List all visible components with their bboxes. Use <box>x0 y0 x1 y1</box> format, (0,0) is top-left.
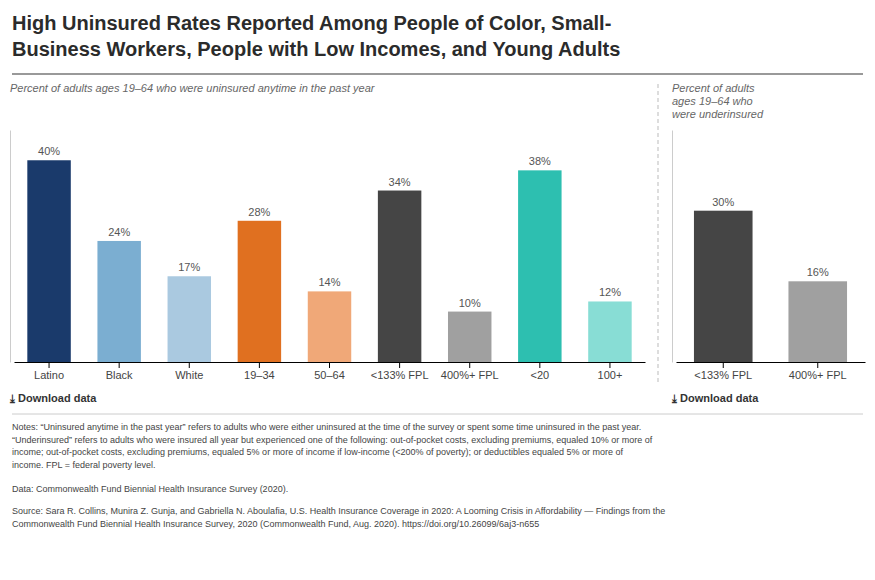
x-tick-mark <box>329 362 330 368</box>
data-label: 30% <box>712 196 734 208</box>
data-note: Data: Commonwealth Fund Biennial Health … <box>12 484 288 494</box>
download-label: ⤓ Download data <box>671 392 759 404</box>
bars <box>27 160 631 362</box>
bar <box>448 312 491 362</box>
bar <box>308 291 351 362</box>
x-tick: <133% FPL <box>694 362 752 381</box>
x-tick: <133% FPL <box>371 362 429 381</box>
title: High Uninsured Rates Reported Among Peop… <box>12 12 620 60</box>
x-tick-mark <box>49 362 50 368</box>
x-tick-mark <box>119 362 120 368</box>
x-tick-mark <box>259 362 260 368</box>
data-label: 34% <box>389 176 411 188</box>
x-tick-label: <133% FPL <box>694 369 752 381</box>
x-tick: 100+ <box>598 362 623 381</box>
bar <box>168 276 211 362</box>
y-axis <box>672 131 673 363</box>
x-axis-line <box>677 362 866 363</box>
x-axis: <133% FPL 400%+ FPL <box>677 362 866 381</box>
x-tick-mark <box>189 362 190 368</box>
bar <box>694 211 753 362</box>
notes: Notes: “Uninsured anytime in the past ye… <box>12 422 653 470</box>
x-tick-label: 400%+ FPL <box>789 369 847 381</box>
x-tick-label: <133% FPL <box>371 369 429 381</box>
data-label: 14% <box>318 276 340 288</box>
x-tick-label: <20 <box>530 369 549 381</box>
bar <box>788 281 847 362</box>
bars <box>694 211 847 362</box>
x-tick: 50–64 <box>314 362 345 381</box>
x-tick: 19–34 <box>244 362 275 381</box>
x-tick: Latino <box>34 362 64 381</box>
x-tick-mark <box>723 362 724 368</box>
x-tick: 400%+ FPL <box>789 362 847 381</box>
data-label: 17% <box>178 261 200 273</box>
subtitle: Percent of adultsages 19–64 whowere unde… <box>672 82 764 120</box>
y-axis <box>10 131 11 363</box>
bar <box>378 191 421 362</box>
download-label: ⤓ Download data <box>9 392 97 404</box>
data-label: 10% <box>459 297 481 309</box>
bar-chart: Percent of adultsages 19–64 whowere unde… <box>671 82 866 404</box>
x-tick-mark <box>539 362 540 368</box>
data-label: 38% <box>529 155 551 167</box>
data-label: 16% <box>807 266 829 278</box>
x-tick-mark <box>469 362 470 368</box>
bar-chart: Percent of adults ages 19–64 who were un… <box>9 82 646 404</box>
chart-divider <box>658 84 659 382</box>
data-label: 40% <box>38 145 60 157</box>
bar <box>518 170 561 362</box>
bar <box>588 301 631 362</box>
x-tick: 400%+ FPL <box>441 362 499 381</box>
x-tick: White <box>175 362 203 381</box>
x-tick-label: 50–64 <box>314 369 345 381</box>
x-tick-label: 100+ <box>598 369 623 381</box>
x-tick: Black <box>106 362 133 381</box>
x-tick-label: 19–34 <box>244 369 275 381</box>
x-tick-mark <box>609 362 610 368</box>
data-label: 12% <box>599 286 621 298</box>
x-tick-mark <box>399 362 400 368</box>
bar <box>97 241 140 362</box>
source-note: Source: Sara R. Collins, Munira Z. Gunja… <box>12 506 665 529</box>
bar <box>238 221 281 362</box>
data-label: 28% <box>248 206 270 218</box>
x-tick-label: Black <box>106 369 133 381</box>
subtitle: Percent of adults ages 19–64 who were un… <box>10 82 376 94</box>
data-label: 24% <box>108 226 130 238</box>
x-axis: Latino Black White 19–34 50–64 <133% FPL 400%+… <box>15 362 646 381</box>
figure: High Uninsured Rates Reported Among Peop… <box>0 0 875 580</box>
x-tick: <20 <box>530 362 549 381</box>
y-axis-line <box>672 131 673 363</box>
x-tick-label: Latino <box>34 369 64 381</box>
notes-divider <box>12 414 863 415</box>
bar <box>27 160 70 362</box>
x-tick-label: 400%+ FPL <box>441 369 499 381</box>
x-tick-label: White <box>175 369 203 381</box>
title-rule <box>12 73 863 75</box>
y-axis-line <box>10 131 11 363</box>
x-tick-mark <box>817 362 818 368</box>
